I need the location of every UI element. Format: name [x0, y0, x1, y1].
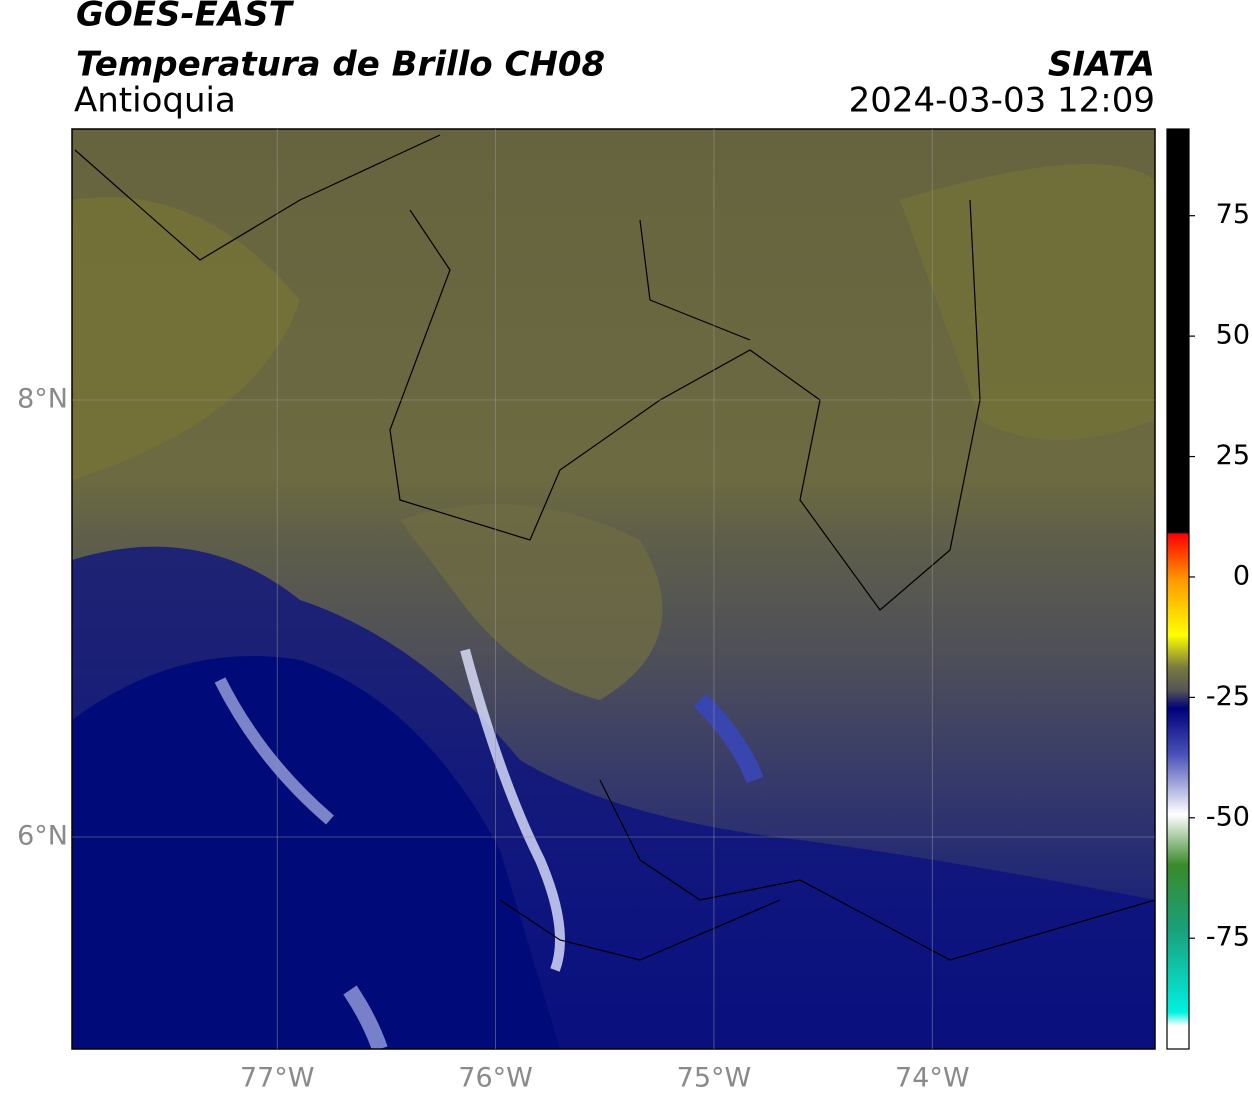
- colorbar-tick-label: 75: [1216, 199, 1250, 230]
- y-tick-label: 6°N: [17, 821, 68, 852]
- map-frame: [71, 128, 1156, 1050]
- map-image: [72, 129, 1155, 1049]
- colorbar-tick-label: 0: [1233, 560, 1250, 591]
- subtitle: Temperatura de Brillo CH08: [76, 45, 605, 85]
- x-tick-label: 75°W: [677, 1063, 752, 1094]
- x-tick-label: 76°W: [458, 1063, 533, 1094]
- colorbar-tick-label: -50: [1206, 801, 1250, 832]
- colorbar-tick-label: 50: [1216, 320, 1250, 351]
- colorbar: [1166, 128, 1190, 1050]
- x-tick-label: 77°W: [240, 1063, 315, 1094]
- x-tick-label: 74°W: [895, 1063, 970, 1094]
- source: SIATA: [1048, 45, 1155, 85]
- timestamp: 2024-03-03 12:09: [849, 81, 1155, 121]
- title: GOES-EAST: [76, 0, 295, 35]
- colorbar-tick-label: -25: [1206, 681, 1250, 712]
- region: Antioquia: [74, 81, 236, 121]
- colorbar-tick-label: -75: [1206, 922, 1250, 953]
- colorbar-tick-label: 25: [1216, 440, 1250, 471]
- y-tick-label: 8°N: [17, 383, 68, 414]
